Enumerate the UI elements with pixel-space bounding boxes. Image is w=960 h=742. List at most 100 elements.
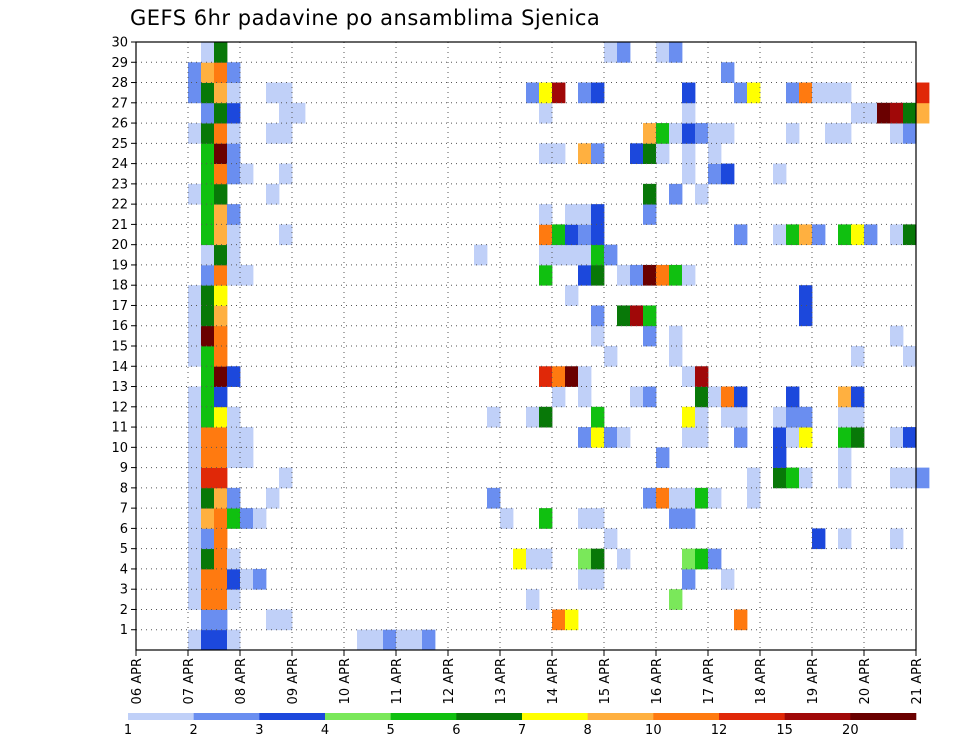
data-cell	[669, 264, 683, 286]
data-cell	[201, 42, 215, 63]
data-cell	[214, 629, 228, 651]
data-cell	[747, 82, 761, 104]
data-cell	[188, 183, 202, 205]
data-cell	[890, 467, 904, 489]
data-cell	[578, 264, 592, 286]
data-cell	[240, 264, 254, 286]
data-cell	[214, 406, 228, 428]
data-cell	[630, 305, 644, 327]
data-cell	[630, 143, 644, 164]
y-tick-label: 7	[120, 502, 128, 517]
data-cell	[227, 163, 241, 185]
data-cell	[279, 82, 293, 104]
data-cell	[214, 548, 228, 570]
data-cell	[708, 386, 722, 408]
data-cell	[188, 62, 202, 83]
data-cell	[773, 427, 787, 448]
data-cell	[812, 82, 826, 104]
colorbar-label: 12	[711, 723, 728, 738]
y-tick-label: 3	[120, 583, 128, 598]
data-cell	[838, 123, 852, 144]
colorbar-label: 8	[584, 723, 592, 738]
data-cell	[903, 346, 917, 367]
data-cell	[591, 143, 605, 164]
data-cell	[812, 528, 826, 550]
data-cell	[201, 305, 215, 327]
data-cell	[539, 366, 553, 387]
data-cell	[266, 609, 280, 631]
data-cell	[786, 406, 800, 428]
data-cell	[721, 568, 735, 590]
data-cell	[266, 183, 280, 205]
data-cell	[552, 386, 566, 408]
data-cell	[227, 508, 241, 529]
data-cell	[643, 386, 657, 408]
y-tick-label: 18	[111, 279, 128, 294]
data-cell	[539, 143, 553, 164]
data-cell	[643, 305, 657, 327]
data-cell	[214, 568, 228, 590]
data-cell	[188, 568, 202, 590]
data-cell	[279, 609, 293, 631]
data-cell	[695, 548, 709, 570]
data-cell	[201, 427, 215, 448]
y-tick-label: 12	[111, 400, 128, 415]
x-tick-label: 18 APR	[754, 658, 769, 704]
colorbar-label: 20	[842, 723, 859, 738]
colorbar-swatch	[259, 713, 326, 720]
data-cell	[214, 346, 228, 367]
data-cell	[734, 609, 748, 631]
data-cell	[591, 305, 605, 327]
data-cell	[214, 285, 228, 306]
data-cell	[201, 406, 215, 428]
data-cell	[240, 447, 254, 468]
data-cell	[227, 244, 241, 266]
data-cell	[773, 467, 787, 489]
data-cell	[526, 589, 540, 610]
chart-title: GEFS 6hr padavine po ansamblima Sjenica	[130, 6, 601, 30]
data-cell	[864, 102, 878, 124]
data-cell	[214, 163, 228, 185]
data-cell	[526, 548, 540, 570]
data-cell	[708, 548, 722, 570]
data-cell	[838, 386, 852, 408]
data-cell	[578, 548, 592, 570]
data-cell	[227, 143, 241, 164]
data-cell	[214, 427, 228, 448]
data-cell	[916, 102, 930, 124]
y-tick-label: 10	[111, 441, 128, 456]
data-cell	[851, 102, 865, 124]
data-cell	[214, 62, 228, 83]
data-cell	[890, 224, 904, 246]
data-cell	[201, 487, 215, 509]
data-cell	[617, 264, 631, 286]
data-cell	[214, 42, 228, 63]
data-cell	[747, 487, 761, 509]
data-cell	[474, 244, 488, 266]
colorbar-swatch	[325, 713, 391, 720]
data-cell	[565, 224, 579, 246]
data-cell	[188, 487, 202, 509]
data-cell	[214, 467, 228, 489]
data-cell	[214, 244, 228, 266]
data-cell	[214, 204, 228, 225]
data-cell	[201, 102, 215, 124]
data-cell	[201, 609, 215, 631]
y-tick-label: 22	[111, 198, 128, 213]
colorbar-swatch	[522, 713, 588, 720]
data-cell	[682, 487, 696, 509]
data-cell	[201, 143, 215, 164]
data-cell	[825, 82, 839, 104]
y-tick-label: 30	[111, 36, 128, 51]
data-cell	[773, 163, 787, 185]
data-cell	[201, 264, 215, 286]
y-tick-label: 19	[111, 258, 128, 273]
data-cell	[825, 123, 839, 144]
data-cell	[877, 102, 891, 124]
data-cell	[227, 82, 241, 104]
data-cell	[721, 163, 735, 185]
colorbar-swatch	[784, 713, 851, 720]
data-cell	[890, 102, 904, 124]
data-cell	[201, 548, 215, 570]
data-cell	[214, 609, 228, 631]
